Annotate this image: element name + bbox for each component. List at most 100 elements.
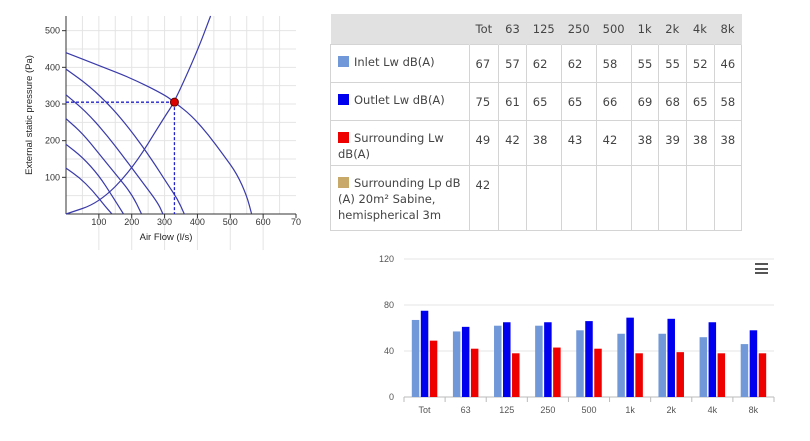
row-label-cell: Inlet Lw dB(A): [330, 44, 470, 83]
table-cell: 58: [595, 44, 632, 83]
row-label-cell: Surrounding Lp dB (A) 20m² Sabine, hemis…: [330, 165, 470, 231]
bar-chart-svg: 0 40 80 120 Tot 63 125 250 500 1k 2k 4k 8k: [379, 254, 775, 415]
table-cell: 38: [525, 120, 562, 166]
table-header-4k: 4k: [686, 14, 715, 45]
table-cell: 42: [498, 120, 527, 166]
table-header-2k: 2k: [658, 14, 687, 45]
bar: [758, 353, 767, 397]
x-tick-label: 600: [256, 217, 271, 227]
table-cell: [595, 165, 632, 231]
y-tick-label: 120: [379, 254, 394, 264]
y-tick-label: 400: [45, 62, 60, 72]
table-cell: 38: [685, 120, 715, 166]
table-cell: [685, 165, 715, 231]
bar: [544, 322, 552, 397]
x-tick-label: 400: [190, 217, 205, 227]
x-axis-title: Air Flow (l/s): [140, 232, 193, 243]
table-cell: 65: [685, 82, 715, 121]
legend-swatch: [338, 56, 349, 67]
x-tick-label: 4k: [708, 405, 718, 415]
x-tick-label: 63: [461, 405, 471, 415]
bar: [626, 317, 634, 397]
table-cell: 55: [630, 44, 660, 83]
table-cell: 58: [713, 82, 743, 121]
fan-curve-svg: 100 200 300 400 500 600 70 100 200 300 400 500 Air F…: [24, 15, 301, 250]
table-header-500: 500: [596, 14, 632, 45]
y-tick-label: 300: [45, 99, 60, 109]
row-label: Surrounding Lw dB(A): [338, 131, 444, 161]
table-cell: 46: [713, 44, 743, 83]
y-tick-label: 40: [384, 346, 394, 356]
table-row: Inlet Lw dB(A) 67 57 62 62 58 55 55 52 46: [330, 44, 743, 83]
bar: [494, 325, 502, 397]
table-header-63: 63: [498, 14, 527, 45]
x-tick-label: 500: [223, 217, 238, 227]
legend-swatch: [338, 177, 349, 188]
table-row: Surrounding Lw dB(A) 49 42 38 43 42 38 39 38 38: [330, 120, 743, 166]
bar: [585, 321, 593, 397]
table-header-tot: Tot: [469, 14, 500, 45]
operating-point-marker: [169, 97, 179, 107]
bar: [658, 333, 666, 397]
y-tick-label: 100: [45, 172, 60, 182]
x-tick-label: 1k: [625, 405, 635, 415]
table-cell: [498, 165, 527, 231]
x-tick-label: 125: [499, 405, 514, 415]
table-cell: 55: [658, 44, 687, 83]
fan-curve-line: [65, 143, 125, 215]
table-cell: [713, 165, 743, 231]
bar: [503, 322, 511, 397]
table-cell: 75: [468, 82, 500, 121]
bar: [594, 348, 602, 397]
y-tick-label: 500: [45, 26, 60, 36]
bar: [420, 310, 429, 397]
bar: [535, 325, 543, 397]
table-cell: [525, 165, 562, 231]
row-label: Inlet Lw dB(A): [354, 55, 435, 69]
bar: [667, 318, 675, 397]
bar: [576, 330, 584, 397]
row-label: Outlet Lw dB(A): [354, 93, 445, 107]
fan-curve-chart: 100 200 300 400 500 600 70 100 200 300 400 500 Air F…: [0, 0, 310, 250]
system-curve-line: [65, 15, 212, 215]
row-label-cell: Outlet Lw dB(A): [330, 82, 470, 121]
table-cell: 42: [595, 120, 632, 166]
bar: [708, 322, 717, 397]
bar: [553, 347, 561, 397]
bar: [740, 344, 749, 397]
table-cell: 68: [658, 82, 687, 121]
fan-curve-line: [65, 118, 143, 215]
fan-curve-line: [65, 167, 113, 215]
sound-data-table: Tot 63 125 250 500 1k 2k 4k 8k Inlet Lw dB(A) 67 5…: [330, 14, 743, 231]
hamburger-menu-icon[interactable]: [755, 263, 768, 274]
table-cell: 49: [468, 120, 500, 166]
table-header-blank: [330, 14, 470, 45]
table-cell: [560, 165, 597, 231]
table-cell: 69: [630, 82, 660, 121]
bar: [461, 326, 470, 397]
x-tick-label: 70: [291, 217, 301, 227]
table-body: Inlet Lw dB(A) 67 57 62 62 58 55 55 52 46 Outlet L…: [330, 44, 743, 231]
bar: [429, 340, 438, 397]
bar: [699, 337, 708, 397]
bar: [512, 353, 520, 397]
x-tick-label: 100: [91, 217, 106, 227]
x-tick-label: 2k: [666, 405, 676, 415]
table-cell: 38: [713, 120, 743, 166]
table-header-250: 250: [561, 14, 597, 45]
bar: [749, 330, 758, 397]
bar: [676, 352, 684, 397]
x-tick-label: 8k: [749, 405, 759, 415]
table-cell: 43: [560, 120, 597, 166]
table-cell: 39: [658, 120, 687, 166]
table-cell: 62: [560, 44, 597, 83]
table-row: Outlet Lw dB(A) 75 61 65 65 66 69 68 65 58: [330, 82, 743, 121]
table-cell: 65: [560, 82, 597, 121]
table-cell: 38: [630, 120, 660, 166]
table-cell: 66: [595, 82, 632, 121]
table-cell: 61: [498, 82, 527, 121]
table-cell: 65: [525, 82, 562, 121]
fan-curve-line: [65, 94, 164, 215]
legend-swatch: [338, 132, 349, 143]
table-cell: [630, 165, 660, 231]
